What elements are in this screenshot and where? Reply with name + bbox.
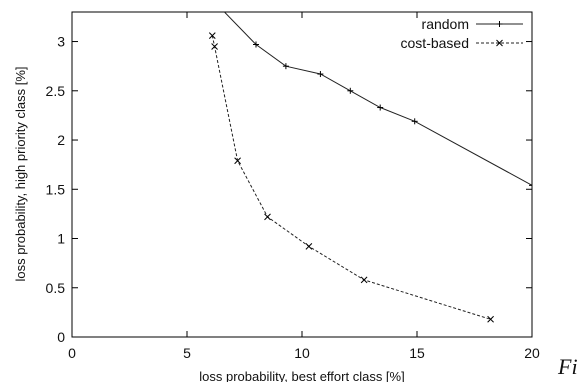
series-line	[223, 12, 532, 186]
data-point	[360, 276, 368, 284]
data-point	[282, 63, 289, 70]
y-tick-label: 1.5	[46, 181, 66, 197]
data-point	[487, 315, 494, 323]
x-axis-title: loss probability, best effort class [%]	[199, 369, 404, 382]
data-point	[377, 104, 384, 111]
data-point	[234, 157, 241, 165]
data-point	[317, 71, 324, 78]
figure-caption-fragment: Fi	[557, 354, 578, 379]
data-point	[496, 39, 503, 47]
data-point	[487, 315, 494, 323]
series-random	[221, 12, 532, 189]
x-tick-label: 0	[68, 345, 76, 361]
legend-marker	[496, 39, 503, 47]
y-tick-label: 3	[57, 34, 65, 50]
x-tick-label: 15	[409, 345, 425, 361]
data-point	[253, 41, 259, 48]
y-axis: 0 0.5 1 1.5 2 2.5 3	[46, 34, 532, 345]
y-tick-label: 0	[57, 329, 65, 345]
y-tick-label: 2	[57, 132, 65, 148]
x-axis: 0 5 10 15 20	[68, 12, 540, 361]
data-point	[208, 32, 216, 39]
legend-label: random	[422, 16, 469, 32]
data-point	[221, 12, 222, 13]
plot-frame	[71, 11, 533, 338]
x-tick-label: 20	[524, 345, 540, 361]
y-tick-label: 0.5	[46, 280, 66, 296]
data-point	[305, 243, 313, 250]
legend: random cost-based	[401, 16, 523, 51]
x-tick-label: 5	[183, 345, 191, 361]
y-tick-label: 2.5	[46, 83, 66, 99]
data-point	[305, 243, 313, 250]
series-layer	[208, 12, 532, 323]
data-point	[211, 43, 218, 50]
data-point	[264, 213, 271, 221]
data-point	[211, 43, 218, 50]
data-point	[411, 118, 418, 125]
data-point	[529, 182, 532, 189]
series-cost-based	[208, 32, 494, 323]
data-point	[208, 32, 216, 39]
data-point	[264, 213, 271, 221]
legend-marker	[496, 21, 503, 27]
y-tick-label: 1	[57, 231, 65, 247]
data-point	[347, 87, 354, 94]
data-point	[360, 276, 368, 284]
data-point	[234, 157, 241, 165]
legend-label: cost-based	[401, 35, 469, 51]
series-line	[211, 35, 491, 320]
x-tick-label: 10	[294, 345, 310, 361]
y-axis-title: loss probability, high priority class [%…	[13, 66, 28, 281]
